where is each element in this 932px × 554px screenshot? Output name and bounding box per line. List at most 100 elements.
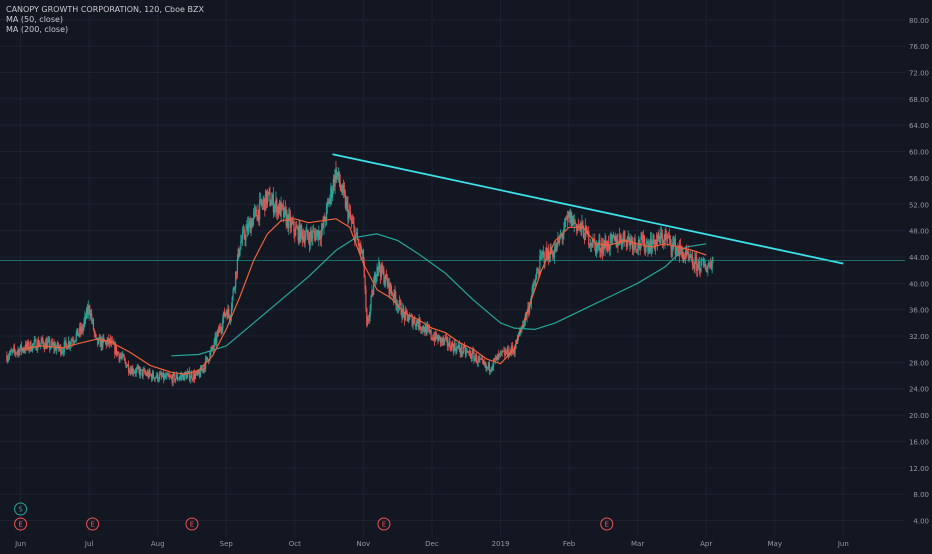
candle-body bbox=[132, 368, 134, 374]
candle-body bbox=[595, 243, 597, 253]
candle-body bbox=[553, 256, 555, 258]
candle-body bbox=[433, 337, 436, 342]
candle-body bbox=[575, 223, 577, 225]
candle-body bbox=[126, 366, 128, 368]
candle-body bbox=[25, 343, 28, 348]
candle-body bbox=[657, 233, 659, 240]
candle-body bbox=[609, 235, 611, 250]
candle-body bbox=[220, 329, 222, 331]
ma50-legend[interactable]: MA (50, close) bbox=[6, 15, 64, 24]
candle-body bbox=[250, 222, 252, 233]
candle-body bbox=[702, 259, 704, 261]
candle-body bbox=[391, 290, 393, 295]
candle-body bbox=[227, 309, 229, 318]
candle-body bbox=[38, 344, 41, 347]
candle-body bbox=[664, 234, 666, 243]
candle-body bbox=[375, 276, 377, 282]
candle-body bbox=[495, 356, 497, 359]
candle-body bbox=[87, 306, 89, 315]
candle-body bbox=[533, 285, 535, 287]
candle-body bbox=[643, 235, 645, 244]
candle-body bbox=[244, 237, 246, 241]
candle-body bbox=[272, 194, 274, 213]
candle-body bbox=[345, 201, 347, 208]
candle-body bbox=[13, 347, 15, 350]
candle-body bbox=[595, 244, 598, 253]
candle-body bbox=[680, 247, 682, 250]
candle-body bbox=[463, 346, 465, 353]
candle-body bbox=[684, 256, 686, 258]
candle-body bbox=[697, 263, 699, 271]
candle-body bbox=[306, 229, 308, 233]
trendline bbox=[332, 153, 844, 265]
candle-body bbox=[618, 243, 620, 246]
candle-body bbox=[41, 338, 43, 342]
candle-body bbox=[59, 345, 61, 349]
candle-body bbox=[197, 370, 199, 374]
candle-body bbox=[631, 240, 634, 250]
candle-body bbox=[163, 372, 165, 380]
candle-body bbox=[393, 289, 395, 300]
earnings-marker[interactable]: E bbox=[185, 517, 199, 531]
candle-body bbox=[123, 357, 125, 359]
earnings-marker[interactable]: E bbox=[86, 517, 100, 531]
candle-body bbox=[422, 326, 424, 331]
candle-body bbox=[285, 210, 287, 226]
candle-body bbox=[64, 340, 66, 343]
candle-body bbox=[490, 369, 492, 371]
candle-body bbox=[209, 352, 211, 360]
candle-body bbox=[128, 371, 131, 373]
earnings-marker[interactable]: E bbox=[14, 517, 28, 531]
candle-body bbox=[67, 341, 70, 348]
candle-body bbox=[184, 372, 186, 374]
candle-body bbox=[357, 239, 359, 244]
candle-body bbox=[374, 274, 376, 282]
candle-body bbox=[271, 194, 274, 201]
candle-body bbox=[671, 249, 673, 252]
symbol-title[interactable]: CANOPY GROWTH CORPORATION, 120, Cboe BZX bbox=[6, 5, 204, 14]
candle-body bbox=[203, 366, 205, 371]
y-tick-label: 8.00 bbox=[913, 491, 929, 499]
candle-body bbox=[698, 260, 700, 271]
candle-body bbox=[607, 241, 609, 251]
candle-body bbox=[253, 209, 256, 213]
earnings-marker[interactable]: E bbox=[377, 517, 391, 531]
candle-body bbox=[190, 373, 192, 378]
event-label: E bbox=[605, 521, 609, 529]
candle-body bbox=[506, 347, 508, 354]
candle-body bbox=[341, 190, 343, 193]
candle-body bbox=[566, 216, 568, 220]
candle-body bbox=[9, 350, 11, 355]
candle-body bbox=[469, 351, 471, 353]
candle-body bbox=[584, 225, 586, 240]
candle-body bbox=[19, 344, 22, 350]
candle-body bbox=[115, 346, 117, 354]
candle-body bbox=[36, 349, 38, 351]
candle-body bbox=[236, 258, 238, 275]
candle-body bbox=[266, 194, 268, 205]
candle-body bbox=[361, 252, 363, 254]
candle-body bbox=[445, 337, 447, 339]
ma200-legend[interactable]: MA (200, close) bbox=[6, 25, 69, 34]
candle-body bbox=[116, 351, 119, 355]
candle-body bbox=[488, 362, 490, 371]
candle-body bbox=[327, 201, 329, 203]
candle-body bbox=[133, 372, 135, 374]
candle-body bbox=[155, 377, 157, 379]
candle-body bbox=[394, 289, 396, 298]
candle-body bbox=[157, 379, 160, 381]
candle-body bbox=[172, 373, 174, 384]
candle-body bbox=[635, 244, 637, 250]
candle-body bbox=[219, 327, 221, 330]
candle-body bbox=[451, 343, 454, 346]
candle-body bbox=[449, 340, 451, 348]
candle-body bbox=[376, 266, 378, 277]
candle-body bbox=[185, 373, 187, 380]
candle-body bbox=[470, 357, 472, 359]
earnings-marker[interactable]: E bbox=[600, 517, 614, 531]
candle-body bbox=[55, 347, 58, 351]
split-marker[interactable]: S bbox=[14, 502, 28, 516]
candle-body bbox=[178, 378, 180, 380]
candle-body bbox=[465, 351, 467, 355]
